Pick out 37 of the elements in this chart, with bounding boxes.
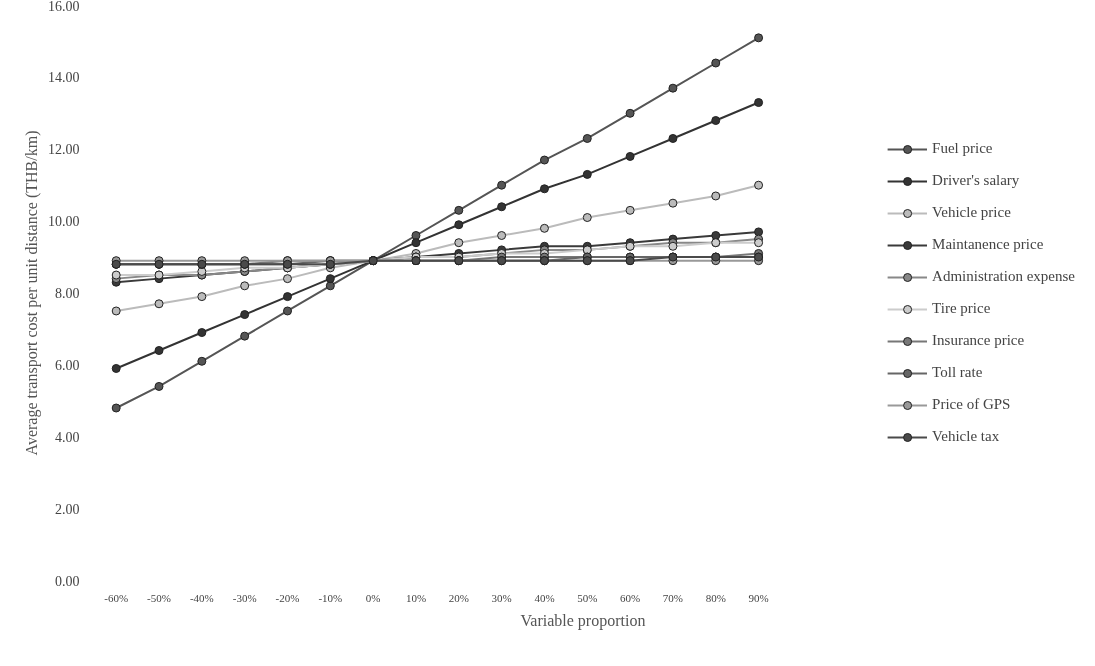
x-tick-label: 70% [662, 591, 684, 604]
x-tick-label: 80% [705, 591, 726, 604]
legend-label: Maintanence price [932, 236, 1044, 253]
x-tick-label: -30% [232, 591, 257, 604]
y-tick-label: 12.00 [48, 142, 80, 158]
x-axis-title: Variable proportion [520, 611, 646, 630]
x-tick-label: 20% [448, 591, 469, 604]
x-tick-label: 40% [534, 591, 555, 604]
x-tick-label: 30% [491, 591, 512, 604]
x-tick-label: -40% [189, 591, 214, 604]
y-tick-label: 6.00 [55, 357, 80, 373]
x-tick-label: -60% [104, 591, 129, 604]
y-tick-label: 0.00 [55, 573, 80, 589]
x-tick-label: 50% [577, 591, 598, 604]
legend-label: Vehicle tax [932, 428, 1000, 445]
y-tick-label: 4.00 [55, 429, 80, 445]
y-tick-label: 8.00 [55, 286, 80, 301]
x-tick-label: 90% [748, 591, 769, 604]
legend-label: Driver's salary [932, 172, 1020, 189]
legend-label: Toll rate [932, 364, 983, 381]
legend-label: Administration expense [932, 268, 1075, 285]
y-tick-label: 10.00 [48, 214, 80, 230]
y-tick-label: 14.00 [48, 70, 80, 86]
legend-label: Price of GPS [932, 396, 1011, 413]
legend-label: Vehicle price [932, 204, 1011, 221]
y-tick-label: 16.00 [48, 0, 80, 14]
y-tick-label: 2.00 [55, 501, 80, 517]
x-tick-label: -20% [275, 591, 300, 604]
x-tick-label: 10% [405, 591, 427, 604]
legend-label: Insurance price [932, 332, 1025, 349]
x-tick-label: -50% [147, 591, 171, 604]
x-tick-label: -10% [318, 591, 343, 604]
x-tick-label: 0% [365, 591, 381, 604]
y-axis-title: Average transport cost per unit distance (THB/km) [23, 130, 41, 456]
legend-label: Tire price [932, 300, 991, 317]
legend-label: Fuel price [932, 140, 993, 157]
x-tick-label: 60% [620, 591, 641, 604]
